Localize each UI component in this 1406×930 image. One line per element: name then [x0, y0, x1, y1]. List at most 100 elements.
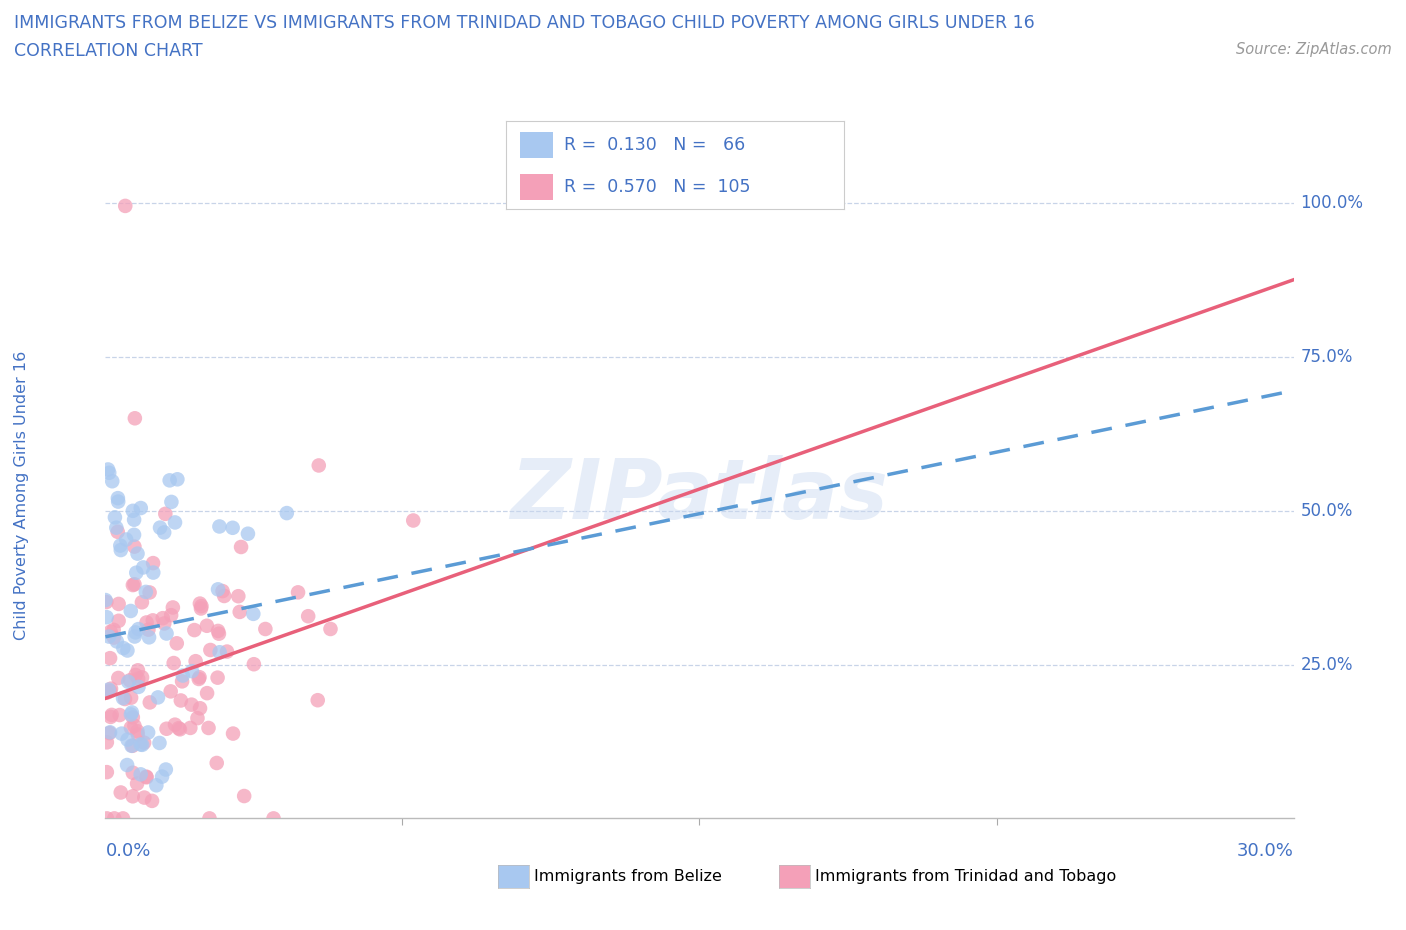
Point	[135, 615, 157, 630]
Point	[103, 622, 125, 637]
Point	[122, 512, 145, 527]
Point	[142, 613, 165, 628]
Point	[107, 614, 129, 629]
Point	[208, 626, 231, 641]
Point	[110, 785, 132, 800]
Point	[181, 664, 204, 679]
Point	[152, 611, 174, 626]
Point	[96, 610, 118, 625]
Point	[187, 671, 209, 686]
Point	[100, 708, 122, 723]
Point	[124, 668, 146, 683]
Point	[200, 643, 222, 658]
Point	[208, 519, 231, 534]
Text: Child Poverty Among Girls Under 16: Child Poverty Among Girls Under 16	[14, 351, 28, 640]
Point	[170, 693, 193, 708]
Point	[118, 673, 141, 688]
Text: 0.0%: 0.0%	[105, 842, 150, 859]
Point	[104, 510, 127, 525]
Point	[166, 636, 188, 651]
Point	[160, 607, 183, 622]
Point	[121, 710, 143, 724]
Point	[131, 670, 153, 684]
Text: Source: ZipAtlas.com: Source: ZipAtlas.com	[1236, 42, 1392, 57]
Point	[97, 462, 120, 477]
Point	[127, 546, 149, 561]
Point	[163, 717, 186, 732]
Point	[129, 737, 152, 751]
Text: ZIPatlas: ZIPatlas	[510, 455, 889, 536]
FancyBboxPatch shape	[520, 131, 554, 158]
Point	[96, 811, 118, 826]
Point	[197, 721, 219, 736]
Point	[222, 726, 245, 741]
Point	[98, 724, 121, 739]
Point	[131, 737, 153, 752]
Point	[135, 769, 157, 784]
Point	[127, 777, 149, 791]
Point	[107, 525, 129, 539]
Point	[145, 777, 167, 792]
Point	[124, 539, 146, 554]
Point	[107, 671, 129, 685]
Point	[121, 705, 143, 720]
Point	[98, 465, 121, 480]
Point	[112, 641, 135, 656]
Point	[134, 790, 156, 805]
Point	[107, 596, 129, 611]
Point	[111, 811, 134, 826]
Point	[155, 762, 177, 777]
Point	[207, 671, 229, 685]
Point	[117, 674, 139, 689]
Point	[105, 634, 128, 649]
Point	[110, 538, 132, 553]
Point	[159, 684, 181, 698]
Point	[148, 736, 170, 751]
Point	[163, 656, 186, 671]
Point	[142, 555, 165, 570]
Point	[179, 721, 201, 736]
Point	[120, 690, 142, 705]
Point	[141, 793, 163, 808]
Point	[236, 526, 259, 541]
Point	[98, 629, 121, 644]
Point	[121, 738, 143, 753]
Point	[188, 670, 211, 684]
Text: R =  0.570   N =  105: R = 0.570 N = 105	[564, 179, 749, 196]
Point	[114, 198, 136, 213]
Point	[155, 507, 177, 522]
Text: R =  0.130   N =   66: R = 0.130 N = 66	[564, 136, 745, 153]
Point	[98, 651, 121, 666]
Point	[124, 411, 146, 426]
Point	[207, 582, 229, 597]
Point	[125, 565, 148, 580]
Point	[129, 500, 152, 515]
Point	[96, 685, 118, 700]
Text: Immigrants from Trinidad and Tobago: Immigrants from Trinidad and Tobago	[815, 869, 1116, 884]
Point	[105, 520, 128, 535]
Point	[142, 565, 165, 580]
Point	[233, 789, 256, 804]
Point	[120, 604, 142, 618]
Point	[97, 683, 120, 698]
Point	[115, 532, 138, 547]
Point	[120, 721, 142, 736]
Point	[208, 644, 231, 659]
Point	[121, 765, 143, 780]
Point	[98, 725, 121, 740]
Point	[124, 629, 146, 644]
Point	[180, 698, 202, 712]
Point	[221, 521, 243, 536]
Point	[276, 506, 298, 521]
Point	[263, 811, 285, 826]
Point	[139, 695, 162, 710]
Point	[160, 495, 183, 510]
Point	[153, 525, 176, 539]
Point	[121, 738, 143, 753]
Point	[117, 732, 139, 747]
Point	[101, 473, 124, 488]
Point	[146, 690, 169, 705]
Point	[229, 539, 252, 554]
Point	[131, 595, 153, 610]
Point	[172, 668, 194, 683]
